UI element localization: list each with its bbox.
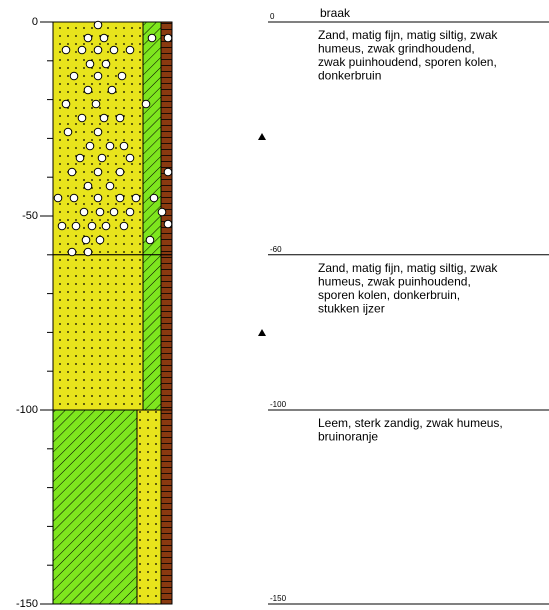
layer-description: Zand, matig fijn, matig siltig, zwak (318, 261, 498, 275)
gravel (94, 168, 102, 176)
gravel (62, 100, 70, 108)
gravel (148, 34, 156, 42)
water-marker (258, 329, 266, 336)
gravel (94, 46, 102, 54)
gravel (84, 248, 92, 256)
gravel (78, 114, 86, 122)
depth-label: -100 (270, 400, 287, 409)
gravel (126, 208, 134, 216)
gravel (116, 114, 124, 122)
gravel (116, 194, 124, 202)
gravel (120, 222, 128, 230)
gravel (64, 128, 72, 136)
axis-label: 0 (32, 16, 38, 28)
layer-fill (143, 255, 161, 410)
layer-description: humeus, zwak puinhoudend, (318, 274, 471, 288)
gravel (72, 222, 80, 230)
gravel (94, 128, 102, 136)
gravel (88, 222, 96, 230)
layer-fill (53, 255, 143, 410)
gravel (146, 236, 154, 244)
depth-label: -150 (270, 594, 287, 603)
gravel (110, 46, 118, 54)
borehole-log: 0 -50 -100 -150 0 -60 -100 -150 braak Zand, matig… (0, 0, 549, 610)
gravel (106, 142, 114, 150)
gravel (86, 142, 94, 150)
gravel (158, 208, 166, 216)
layer-fill (53, 410, 137, 604)
gravel (58, 222, 66, 230)
gravel (102, 222, 110, 230)
gravel (76, 154, 84, 162)
water-marker (258, 133, 266, 140)
gravel (118, 72, 126, 80)
layer-description: donkerbruin (318, 69, 381, 83)
depth-label: -60 (270, 245, 282, 254)
gravel (100, 34, 108, 42)
gravel (106, 182, 114, 190)
gravel (126, 154, 134, 162)
gravel (108, 86, 116, 94)
layer-fill (137, 410, 161, 604)
axis-label: -150 (16, 598, 38, 610)
gravel (80, 208, 88, 216)
layer-description: Leem, sterk zandig, zwak humeus, (318, 416, 503, 430)
axis-label: -100 (16, 404, 38, 416)
axis-label: -50 (22, 210, 38, 222)
layer-description: Zand, matig fijn, matig siltig, zwak (318, 28, 498, 42)
gravel (100, 114, 108, 122)
gravel (126, 46, 134, 54)
gravel (68, 168, 76, 176)
gravel (110, 208, 118, 216)
gravel (94, 194, 102, 202)
gravel (142, 100, 150, 108)
gravel (116, 168, 124, 176)
gravel (102, 60, 110, 68)
gravel (92, 100, 100, 108)
gravel (94, 72, 102, 80)
depth-label: 0 (270, 12, 275, 21)
layer-fill (161, 410, 172, 604)
gravel (120, 142, 128, 150)
gravel (164, 220, 172, 228)
layer-description: zwak puinhoudend, sporen kolen, (318, 55, 497, 69)
layer-description: sporen kolen, donkerbruin, (318, 288, 460, 302)
gravel (86, 60, 94, 68)
gravel (68, 248, 76, 256)
gravel (70, 72, 78, 80)
gravel (150, 194, 158, 202)
gravel (84, 86, 92, 94)
layer-fill (161, 22, 172, 255)
gravel (96, 208, 104, 216)
layer-description: bruinoranje (318, 430, 378, 444)
layer-description: stukken ijzer (318, 301, 385, 315)
gravel (132, 194, 140, 202)
gravel (62, 46, 70, 54)
gravel (164, 34, 172, 42)
gravel (54, 194, 62, 202)
gravel (164, 168, 172, 176)
layer-fill (161, 255, 172, 410)
gravel (78, 46, 86, 54)
layer-description: humeus, zwak grindhoudend, (318, 42, 475, 56)
gravel (96, 236, 104, 244)
gravel (94, 21, 102, 29)
layer-fill (143, 22, 161, 255)
gravel (84, 34, 92, 42)
gravel (98, 154, 106, 162)
gravel (82, 236, 90, 244)
surface-note: braak (320, 6, 351, 20)
gravel (84, 182, 92, 190)
layer-fill (53, 22, 143, 255)
gravel (70, 194, 78, 202)
